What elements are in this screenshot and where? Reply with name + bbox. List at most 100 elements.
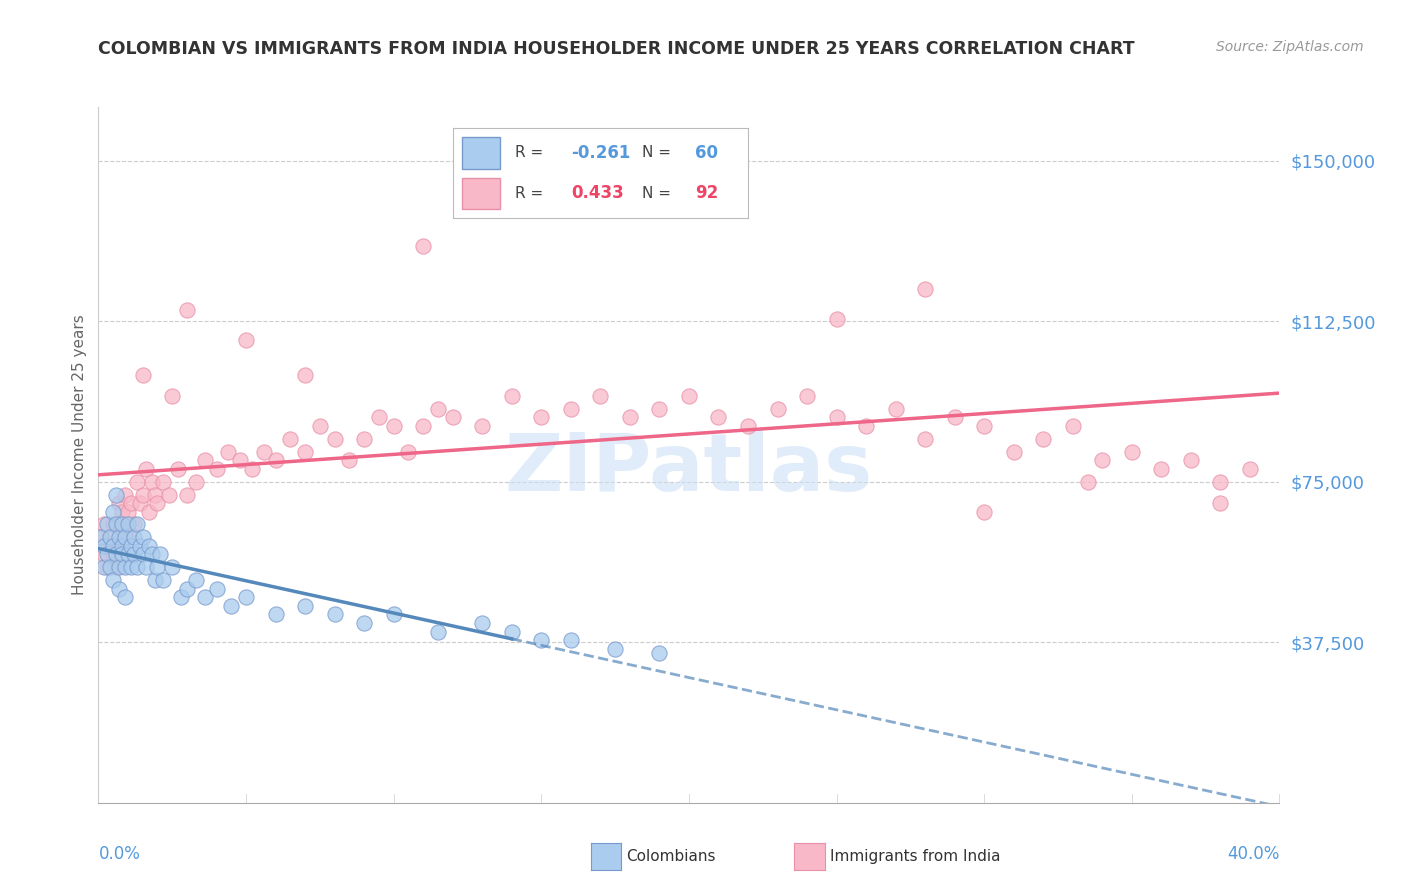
Point <box>501 132 523 146</box>
Point <box>337 453 360 467</box>
Point <box>103 505 125 519</box>
Point <box>111 548 134 562</box>
Point <box>149 548 172 562</box>
Y-axis label: Householder Income Under 25 years: Householder Income Under 25 years <box>72 315 87 595</box>
Point <box>648 162 671 177</box>
Point <box>103 548 125 562</box>
Text: Immigrants from India: Immigrants from India <box>830 849 1000 863</box>
Point <box>93 539 115 553</box>
Point <box>117 505 139 519</box>
Point <box>589 389 612 403</box>
Point <box>117 517 139 532</box>
Point <box>176 487 198 501</box>
Point <box>855 419 877 434</box>
Point <box>309 419 332 434</box>
Point <box>125 475 148 489</box>
Point <box>128 496 150 510</box>
Point <box>194 591 217 605</box>
Point <box>1091 453 1114 467</box>
Point <box>141 475 163 489</box>
Point <box>167 462 190 476</box>
Point <box>146 560 169 574</box>
Point <box>294 444 316 458</box>
Point <box>471 615 494 630</box>
Point <box>605 641 627 656</box>
Point <box>205 462 228 476</box>
Point <box>1209 496 1232 510</box>
Point <box>111 517 134 532</box>
Point <box>103 573 125 587</box>
Point <box>396 444 419 458</box>
Point <box>108 530 131 544</box>
Point <box>132 530 155 544</box>
Point <box>120 560 142 574</box>
Text: Colombians: Colombians <box>626 849 716 863</box>
Point <box>125 560 148 574</box>
Point <box>219 599 242 613</box>
Point <box>105 560 128 574</box>
Point <box>194 453 217 467</box>
Point <box>278 432 302 446</box>
Point <box>412 239 434 253</box>
Point <box>973 505 995 519</box>
Point <box>766 401 789 416</box>
Point <box>825 410 848 425</box>
Point <box>1150 462 1173 476</box>
Point <box>943 410 966 425</box>
Point <box>205 582 228 596</box>
Point <box>114 517 136 532</box>
Point <box>973 419 995 434</box>
Point <box>184 573 207 587</box>
Point <box>120 539 142 553</box>
Text: ZIPatlas: ZIPatlas <box>505 430 873 508</box>
Point <box>1032 432 1054 446</box>
Point <box>103 517 125 532</box>
Point <box>619 410 641 425</box>
Point <box>323 432 346 446</box>
Point <box>135 560 157 574</box>
Point <box>914 432 936 446</box>
Point <box>560 633 582 648</box>
Point <box>162 560 183 574</box>
Point <box>1209 475 1232 489</box>
Point <box>353 615 375 630</box>
Point <box>132 487 155 501</box>
Point <box>501 624 523 639</box>
Point <box>143 573 166 587</box>
Point <box>707 410 730 425</box>
Point <box>96 539 118 553</box>
Point <box>108 582 131 596</box>
Point <box>441 410 464 425</box>
Point <box>141 548 163 562</box>
Point <box>128 539 150 553</box>
Point <box>108 560 131 574</box>
Point <box>825 312 848 326</box>
Point <box>176 303 198 318</box>
Point <box>138 539 160 553</box>
Point <box>253 444 276 458</box>
Point <box>264 453 287 467</box>
Point <box>108 517 131 532</box>
Text: Source: ZipAtlas.com: Source: ZipAtlas.com <box>1216 40 1364 54</box>
Point <box>501 389 523 403</box>
Point <box>93 560 115 574</box>
Point <box>114 530 136 544</box>
Text: 0.0%: 0.0% <box>98 845 141 863</box>
Point <box>138 505 160 519</box>
Point <box>157 487 180 501</box>
Point <box>103 539 125 553</box>
Text: COLOMBIAN VS IMMIGRANTS FROM INDIA HOUSEHOLDER INCOME UNDER 25 YEARS CORRELATION: COLOMBIAN VS IMMIGRANTS FROM INDIA HOUSE… <box>98 40 1135 58</box>
Point <box>184 475 207 489</box>
Point <box>471 419 494 434</box>
Point <box>135 462 157 476</box>
Point <box>264 607 287 622</box>
Point <box>93 548 115 562</box>
Point <box>125 517 148 532</box>
Point <box>678 389 700 403</box>
Point <box>884 401 907 416</box>
Point <box>96 560 118 574</box>
Point <box>914 282 936 296</box>
Point <box>162 389 183 403</box>
Point <box>353 432 375 446</box>
Point <box>114 487 136 501</box>
